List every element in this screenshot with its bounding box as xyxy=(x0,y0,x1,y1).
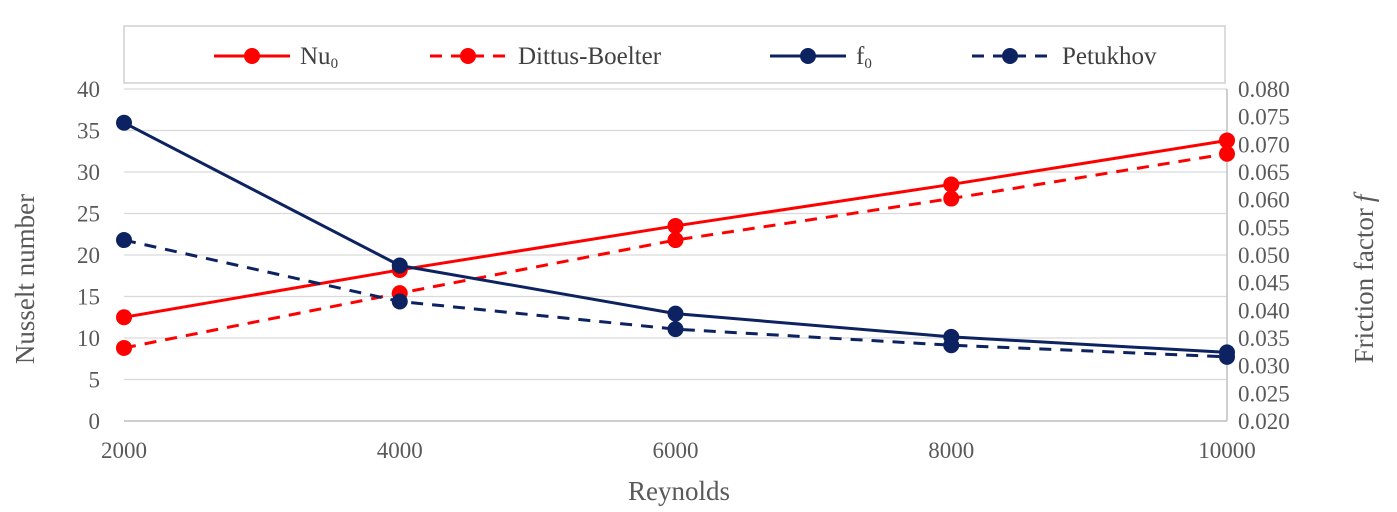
left-tick-label: 5 xyxy=(89,368,101,393)
left-tick-label: 40 xyxy=(77,77,100,102)
x-tick-label: 8000 xyxy=(928,438,974,463)
right-tick-label: 0.070 xyxy=(1238,132,1290,157)
right-tick-label: 0.055 xyxy=(1238,215,1290,240)
x-axis-ticks: 2000 4000 6000 8000 10000 xyxy=(101,438,1256,463)
right-tick-label: 0.045 xyxy=(1238,271,1290,296)
x-axis-title: Reynolds xyxy=(628,476,730,506)
left-axis-title: Nusselt number xyxy=(10,194,40,364)
series-point-1-0 xyxy=(116,339,132,356)
legend-marker-2 xyxy=(800,48,816,64)
right-tick-label: 0.080 xyxy=(1238,77,1290,102)
series-point-3-2 xyxy=(667,321,684,338)
legend-marker-0 xyxy=(244,48,260,64)
x-tick-label: 2000 xyxy=(101,438,147,463)
series-point-1-3 xyxy=(943,190,960,207)
series-point-3-4 xyxy=(1219,348,1235,365)
series-point-3-0 xyxy=(116,232,132,249)
series-point-3-1 xyxy=(391,293,408,310)
series-point-0-0 xyxy=(116,309,132,326)
right-axis-title-symbol: f xyxy=(1349,191,1379,202)
x-tick-label: 10000 xyxy=(1198,438,1256,463)
series-point-1-4 xyxy=(1219,145,1235,162)
series-point-2-1 xyxy=(391,257,408,274)
series-layer xyxy=(116,114,1235,365)
gridlines xyxy=(124,88,1228,422)
left-tick-label: 20 xyxy=(77,243,100,268)
legend-marker-3 xyxy=(1002,48,1018,64)
right-tick-label: 0.040 xyxy=(1238,298,1290,323)
legend-label-1: Dittus-Boelter xyxy=(518,43,662,70)
left-tick-label: 0 xyxy=(89,409,101,434)
legend-subscript-2: 0 xyxy=(864,56,872,72)
series-point-0-3 xyxy=(943,176,960,193)
x-tick-label: 4000 xyxy=(377,438,423,463)
right-tick-label: 0.060 xyxy=(1238,188,1290,213)
series-point-2-2 xyxy=(667,305,684,322)
right-tick-label: 0.030 xyxy=(1238,354,1290,379)
legend-marker-1 xyxy=(460,48,476,64)
legend: Nu0 Dittus-Boelter f0 Petukhov xyxy=(123,25,1226,84)
right-tick-label: 0.065 xyxy=(1238,160,1290,185)
right-axis-title-text: Friction factor xyxy=(1349,208,1379,363)
series-point-0-4 xyxy=(1219,132,1235,149)
x-tick-label: 6000 xyxy=(653,438,699,463)
left-tick-label: 15 xyxy=(77,285,100,310)
right-tick-label: 0.020 xyxy=(1238,409,1290,434)
left-axis-ticks: 0 5 10 15 20 25 30 35 40 xyxy=(77,77,100,434)
legend-subscript-0: 0 xyxy=(331,56,339,72)
legend-label-2: f0 xyxy=(856,43,872,72)
right-axis-title: Friction factor f xyxy=(1349,191,1379,363)
left-tick-label: 30 xyxy=(77,160,100,185)
right-tick-label: 0.025 xyxy=(1238,381,1290,406)
series-point-1-2 xyxy=(667,232,684,249)
right-tick-label: 0.035 xyxy=(1238,326,1290,351)
series-point-0-2 xyxy=(667,217,684,234)
left-tick-label: 25 xyxy=(77,202,100,227)
series-line-1 xyxy=(123,152,1228,350)
right-tick-label: 0.075 xyxy=(1238,105,1290,130)
series-point-2-0 xyxy=(116,114,132,131)
left-tick-label: 35 xyxy=(77,119,100,144)
right-tick-label: 0.050 xyxy=(1238,243,1290,268)
legend-label-0: Nu0 xyxy=(300,43,338,72)
series-line-3 xyxy=(123,238,1228,359)
series-point-3-3 xyxy=(943,337,960,354)
left-tick-label: 10 xyxy=(77,326,100,351)
legend-label-3: Petukhov xyxy=(1062,43,1157,70)
